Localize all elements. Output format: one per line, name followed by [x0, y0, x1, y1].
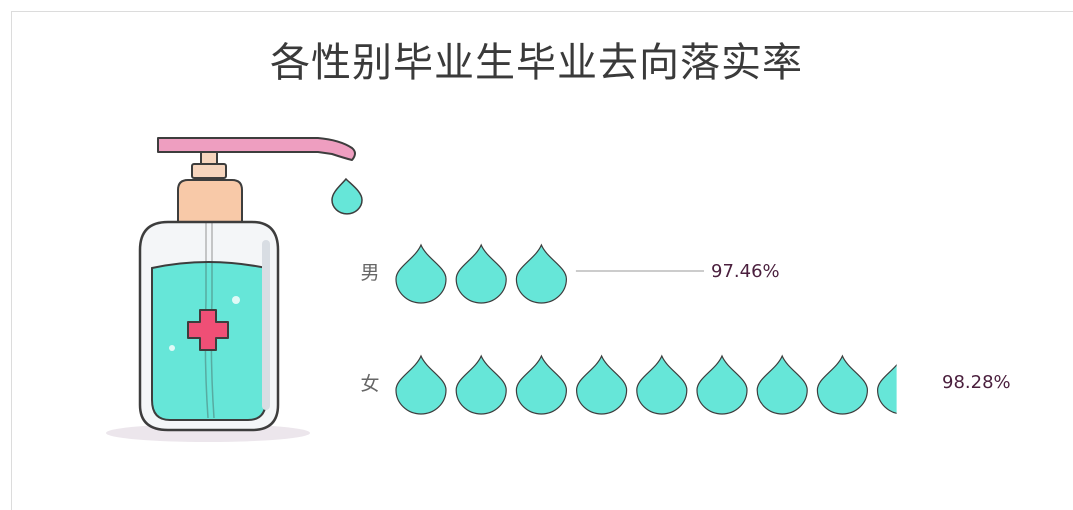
value-label-male: 97.46%	[711, 261, 780, 282]
droplet-mark	[636, 354, 688, 415]
category-label-female: 女	[360, 373, 379, 395]
droplet-mark	[395, 354, 447, 415]
droplet-mark	[876, 363, 897, 414]
droplet-mark	[756, 354, 808, 415]
droplet-mark	[515, 354, 568, 415]
category-label-male: 男	[360, 262, 379, 284]
droplet-mark	[577, 245, 627, 303]
droplet-mark	[816, 354, 869, 415]
droplet-mark	[575, 354, 628, 415]
droplet-mark	[455, 243, 507, 304]
series-bar-male	[395, 243, 627, 304]
chart-frame	[11, 11, 1073, 510]
droplet-mark	[515, 243, 568, 304]
droplet-mark	[696, 354, 748, 415]
chart-title: 各性别毕业生毕业去向落实率	[270, 40, 803, 86]
droplet-mark	[395, 243, 447, 304]
value-label-female: 98.28%	[942, 372, 1011, 393]
series-bar-female	[395, 354, 897, 415]
sanitizer-bottle-icon	[106, 137, 363, 442]
droplet-mark	[455, 354, 507, 415]
